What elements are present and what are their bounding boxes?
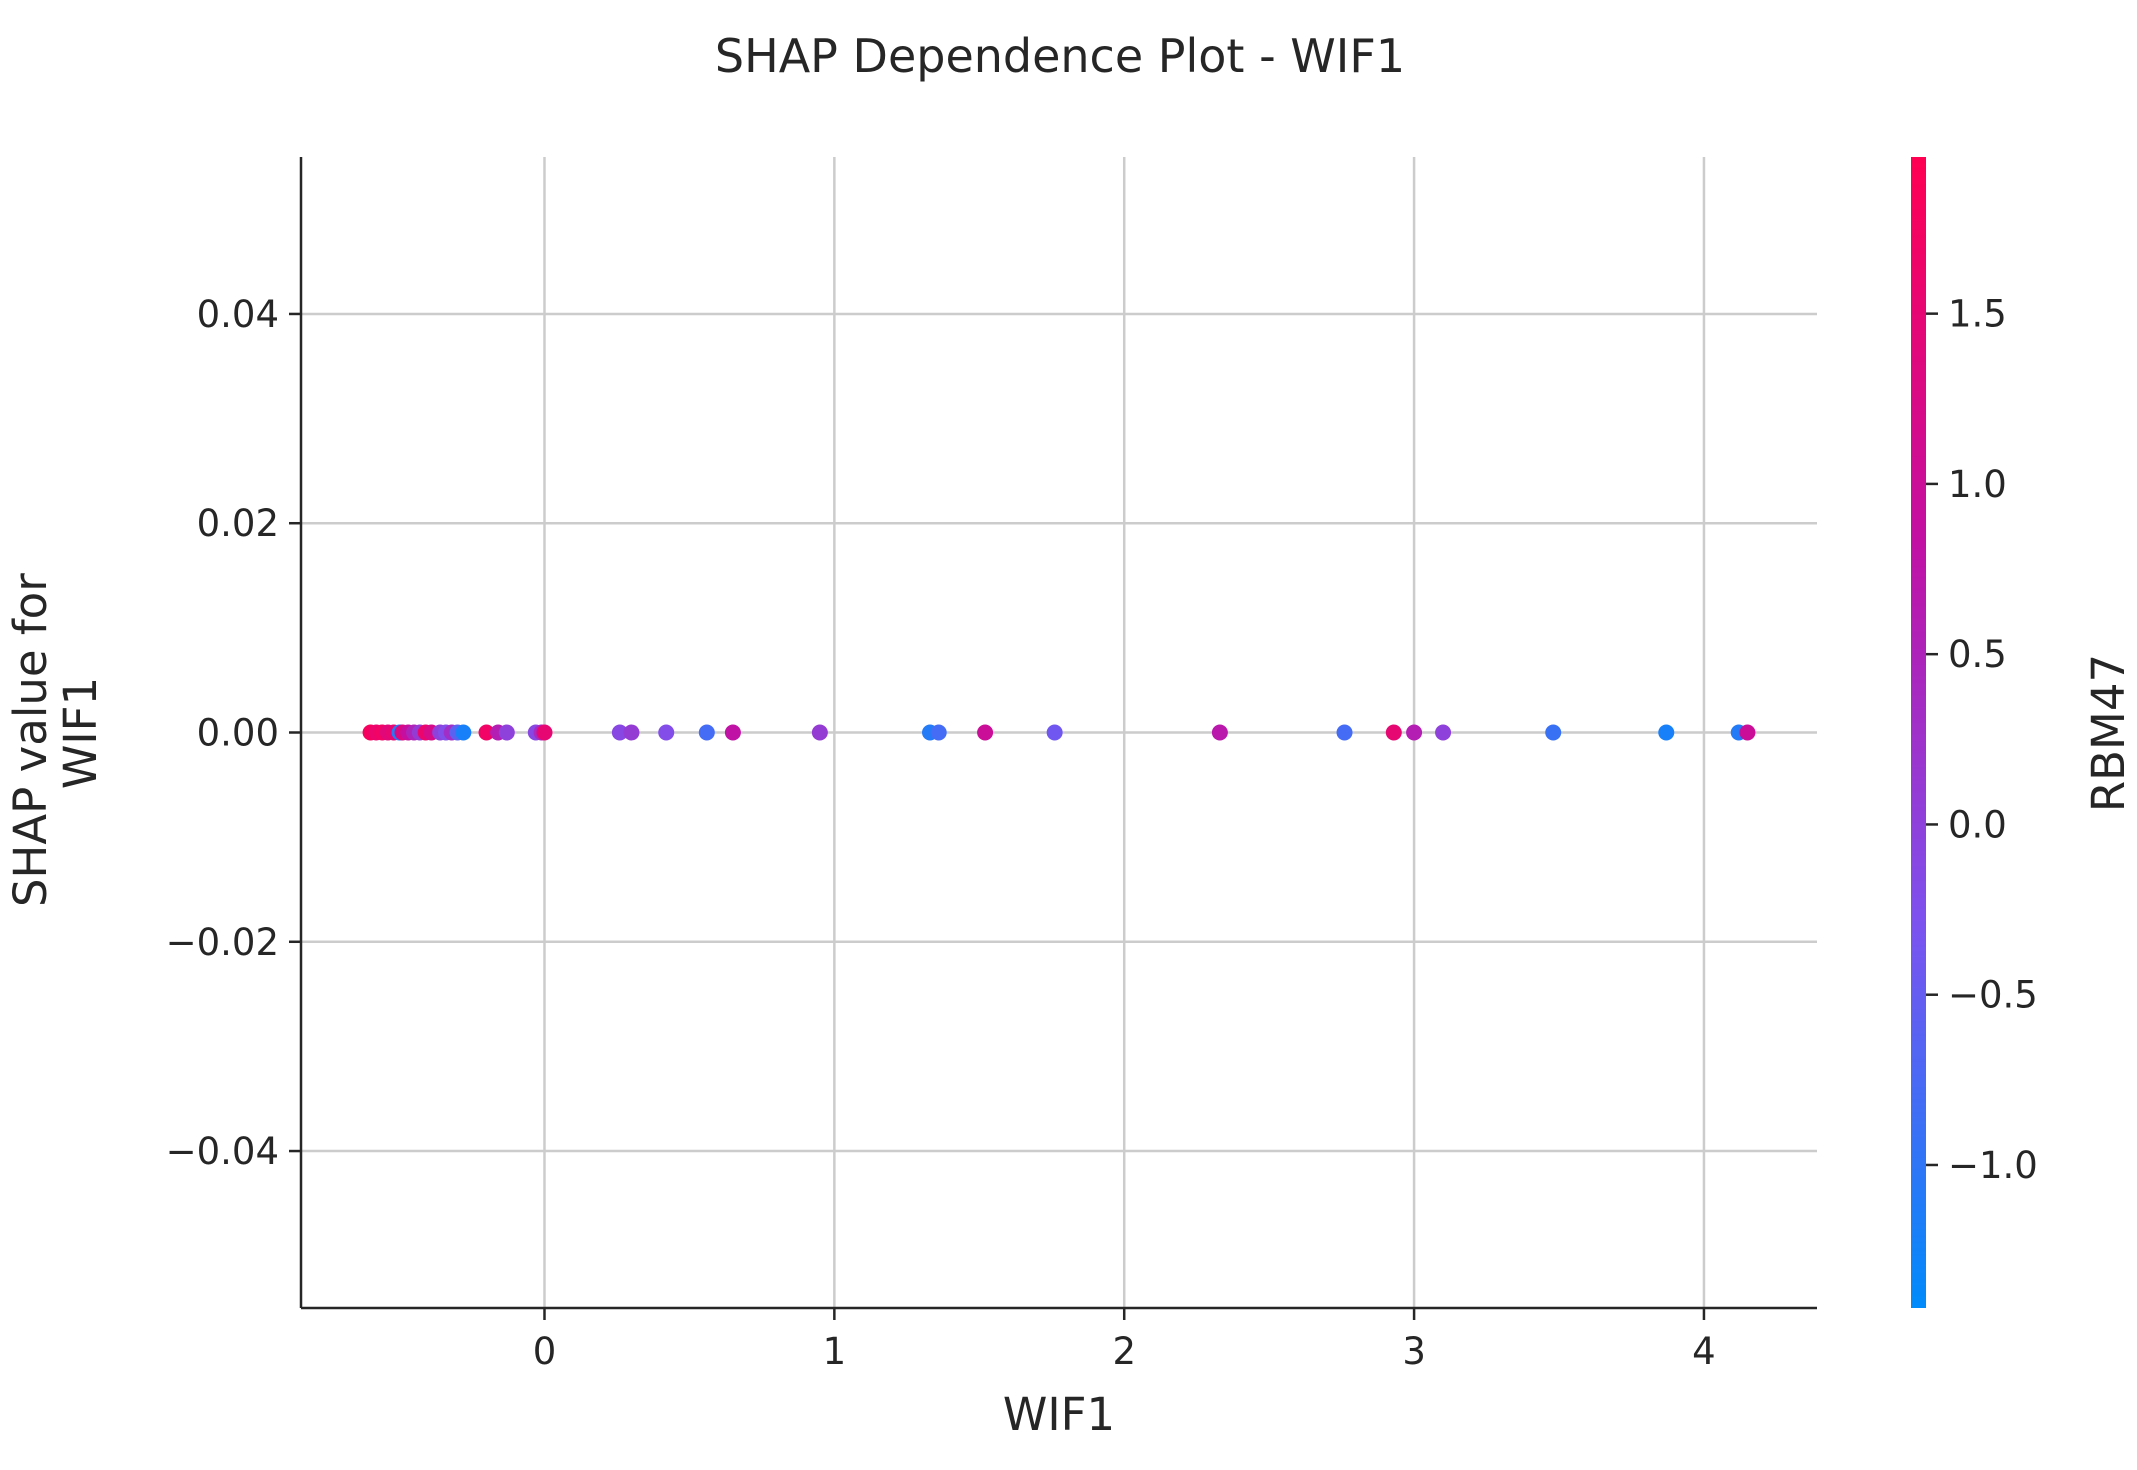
data-point bbox=[1385, 724, 1402, 741]
colorbar-gradient bbox=[1911, 157, 1926, 1308]
x-axis-label: WIF1 bbox=[1003, 1388, 1115, 1441]
y-axis-label-line-1: SHAP value for bbox=[4, 573, 57, 907]
x-tick-label: 2 bbox=[1112, 1330, 1136, 1373]
y-tick-label: −0.02 bbox=[166, 921, 279, 964]
data-point bbox=[623, 724, 640, 741]
x-tick-label: 3 bbox=[1402, 1330, 1426, 1373]
data-point bbox=[1336, 724, 1353, 741]
data-point bbox=[1658, 724, 1675, 741]
grid-lines bbox=[301, 157, 1817, 1308]
data-point bbox=[1545, 724, 1562, 741]
y-tick-label: 0.02 bbox=[197, 502, 279, 545]
data-point bbox=[930, 724, 947, 741]
colorbar-label: RBM47 bbox=[2082, 654, 2135, 812]
y-axis-label-line-2: WIF1 bbox=[54, 677, 107, 789]
x-tick-label: 0 bbox=[533, 1330, 557, 1373]
data-point bbox=[658, 724, 675, 741]
data-point bbox=[1211, 724, 1228, 741]
data-point bbox=[977, 724, 994, 741]
chart-title: SHAP Dependence Plot - WIF1 bbox=[715, 29, 1405, 83]
data-point bbox=[611, 724, 628, 741]
data-point bbox=[1435, 724, 1452, 741]
data-point bbox=[698, 724, 715, 741]
colorbar-tick-label: 0.5 bbox=[1948, 633, 2007, 676]
colorbar-tick-label: −1.0 bbox=[1948, 1144, 2038, 1187]
colorbar-tick-label: 0.0 bbox=[1948, 803, 2007, 846]
data-points bbox=[362, 724, 1756, 741]
data-point bbox=[536, 724, 553, 741]
y-axis-label: SHAP value for WIF1 bbox=[4, 559, 107, 907]
colorbar: −1.0 −0.5 0.0 0.5 1.0 1.5 RBM47 bbox=[1911, 157, 2135, 1308]
y-tick-label: 0.00 bbox=[197, 712, 279, 755]
colorbar-tick-label: −0.5 bbox=[1948, 974, 2038, 1017]
data-point bbox=[1046, 724, 1063, 741]
colorbar-ticks: −1.0 −0.5 0.0 0.5 1.0 1.5 bbox=[1926, 293, 2038, 1187]
data-point bbox=[724, 724, 741, 741]
x-tick-label: 4 bbox=[1692, 1330, 1716, 1373]
data-point bbox=[478, 724, 495, 741]
y-tick-label: −0.04 bbox=[166, 1130, 279, 1173]
data-point bbox=[1406, 724, 1423, 741]
colorbar-tick-label: 1.5 bbox=[1948, 293, 2007, 336]
data-point bbox=[498, 724, 515, 741]
x-tick-label: 1 bbox=[823, 1330, 847, 1373]
colorbar-tick-label: 1.0 bbox=[1948, 463, 2007, 506]
data-point bbox=[455, 724, 472, 741]
y-tick-label: 0.04 bbox=[197, 293, 279, 336]
y-axis-ticks: −0.04 −0.02 0.00 0.02 0.04 bbox=[166, 293, 301, 1173]
data-point bbox=[811, 724, 828, 741]
x-axis-ticks: 0 1 2 3 4 bbox=[533, 1308, 1716, 1373]
data-point bbox=[1739, 724, 1756, 741]
